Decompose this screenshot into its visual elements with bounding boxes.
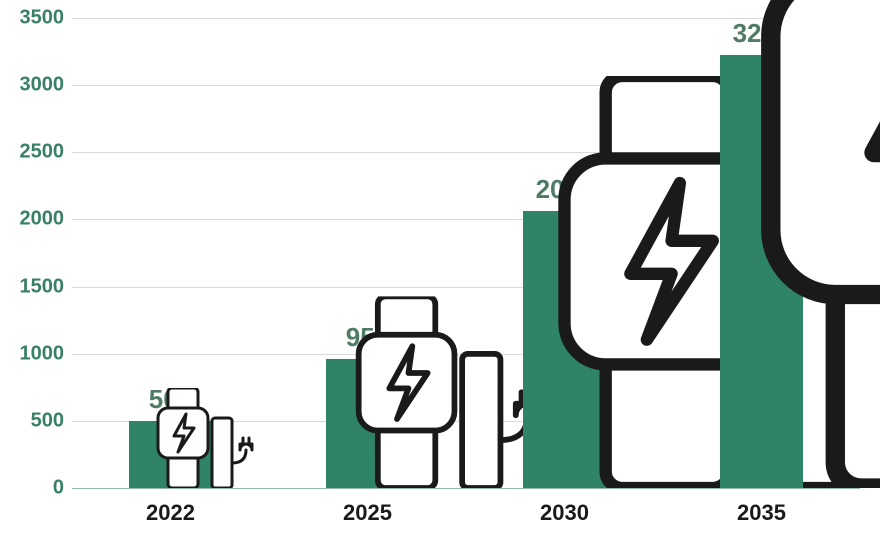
y-tick-label: 0 (53, 477, 72, 500)
x-tick-label: 2025 (343, 488, 392, 526)
plot-area: 05001000150020002500300035005002022 9582… (72, 18, 860, 488)
y-tick-label: 1500 (20, 275, 73, 298)
y-tick-label: 1000 (20, 342, 73, 365)
y-tick-label: 3500 (20, 7, 73, 30)
charger-icon (154, 388, 254, 488)
charger-icon (745, 0, 880, 488)
y-tick-label: 2000 (20, 208, 73, 231)
y-tick-label: 500 (31, 409, 72, 432)
y-tick-label: 3000 (20, 74, 73, 97)
x-tick-label: 2030 (540, 488, 589, 526)
x-tick-label: 2035 (737, 488, 786, 526)
bar-chart: 05001000150020002500300035005002022 9582… (0, 0, 880, 547)
x-tick-label: 2022 (146, 488, 195, 526)
charger-icon (351, 296, 543, 488)
y-tick-label: 2500 (20, 141, 73, 164)
